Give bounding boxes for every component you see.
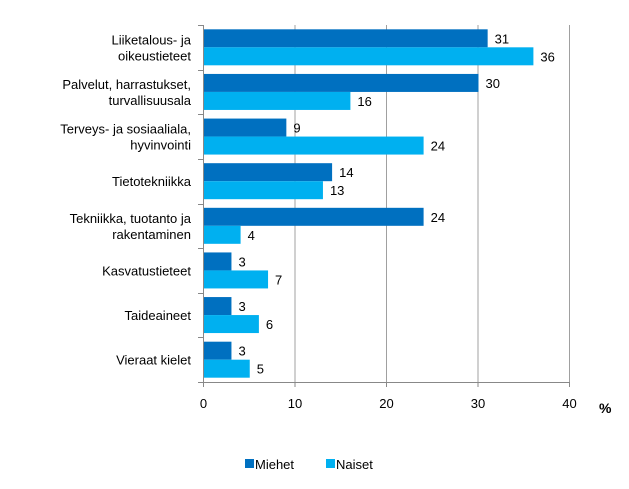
data-label: 36	[540, 49, 554, 64]
data-label: 13	[330, 183, 344, 198]
legend-swatch-naiset	[326, 459, 335, 468]
bar-naiset	[204, 225, 241, 244]
data-label: 7	[275, 272, 282, 287]
data-label: 3	[238, 254, 245, 269]
data-label: 3	[238, 299, 245, 314]
axes	[198, 25, 570, 387]
x-tick-labels: 0 10 20 30 40	[200, 396, 577, 411]
data-label: 5	[257, 362, 264, 377]
bar-miehet	[204, 207, 424, 226]
category-label: Terveys- ja sosiaaliala,	[60, 122, 191, 137]
bar-naiset	[204, 270, 269, 289]
bar-miehet	[204, 73, 479, 92]
bars	[204, 29, 534, 378]
bar-miehet	[204, 29, 488, 48]
bar-naiset	[204, 91, 351, 110]
x-tick-label: 20	[379, 396, 393, 411]
bar-miehet	[204, 341, 232, 360]
x-tick-label: 10	[288, 396, 302, 411]
data-label: 30	[486, 76, 500, 91]
category-label: turvallisuusala	[109, 93, 192, 108]
category-label: Palvelut, harrastukset,	[62, 77, 191, 92]
data-label: 9	[293, 121, 300, 136]
legend: Miehet Naiset	[245, 457, 373, 472]
category-label: Tekniikka, tuotanto ja	[70, 211, 192, 226]
category-label: Vieraat kielet	[116, 353, 191, 368]
legend-label: Miehet	[255, 457, 294, 472]
bar-miehet	[204, 118, 287, 137]
category-label: Kasvatustieteet	[102, 263, 191, 278]
x-tick-label: 30	[471, 396, 485, 411]
bar-naiset	[204, 47, 534, 66]
bar-naiset	[204, 315, 259, 334]
data-label: 14	[339, 165, 353, 180]
data-label: 4	[248, 228, 255, 243]
legend-swatch-miehet	[245, 459, 254, 468]
category-label: oikeustieteet	[118, 48, 191, 63]
data-label: 24	[431, 139, 445, 154]
x-tick-label: 0	[200, 396, 207, 411]
bar-naiset	[204, 359, 250, 378]
data-label: 24	[431, 210, 445, 225]
x-tick-label: 40	[562, 396, 576, 411]
bar-miehet	[204, 252, 232, 271]
data-label: 31	[495, 31, 509, 46]
bar-miehet	[204, 297, 232, 316]
bar-naiset	[204, 136, 424, 155]
category-label: Tietotekniikka	[112, 174, 192, 189]
bar-naiset	[204, 181, 323, 200]
x-unit-label: %	[599, 400, 612, 416]
legend-label: Naiset	[336, 457, 373, 472]
category-label: rakentaminen	[112, 227, 191, 242]
data-label: 16	[357, 94, 371, 109]
category-label: hyvinvointi	[130, 138, 191, 153]
data-label: 6	[266, 317, 273, 332]
data-label: 3	[238, 344, 245, 359]
bar-miehet	[204, 163, 333, 182]
category-label: Taideaineet	[125, 308, 192, 323]
category-label: Liiketalous- ja	[112, 32, 192, 47]
